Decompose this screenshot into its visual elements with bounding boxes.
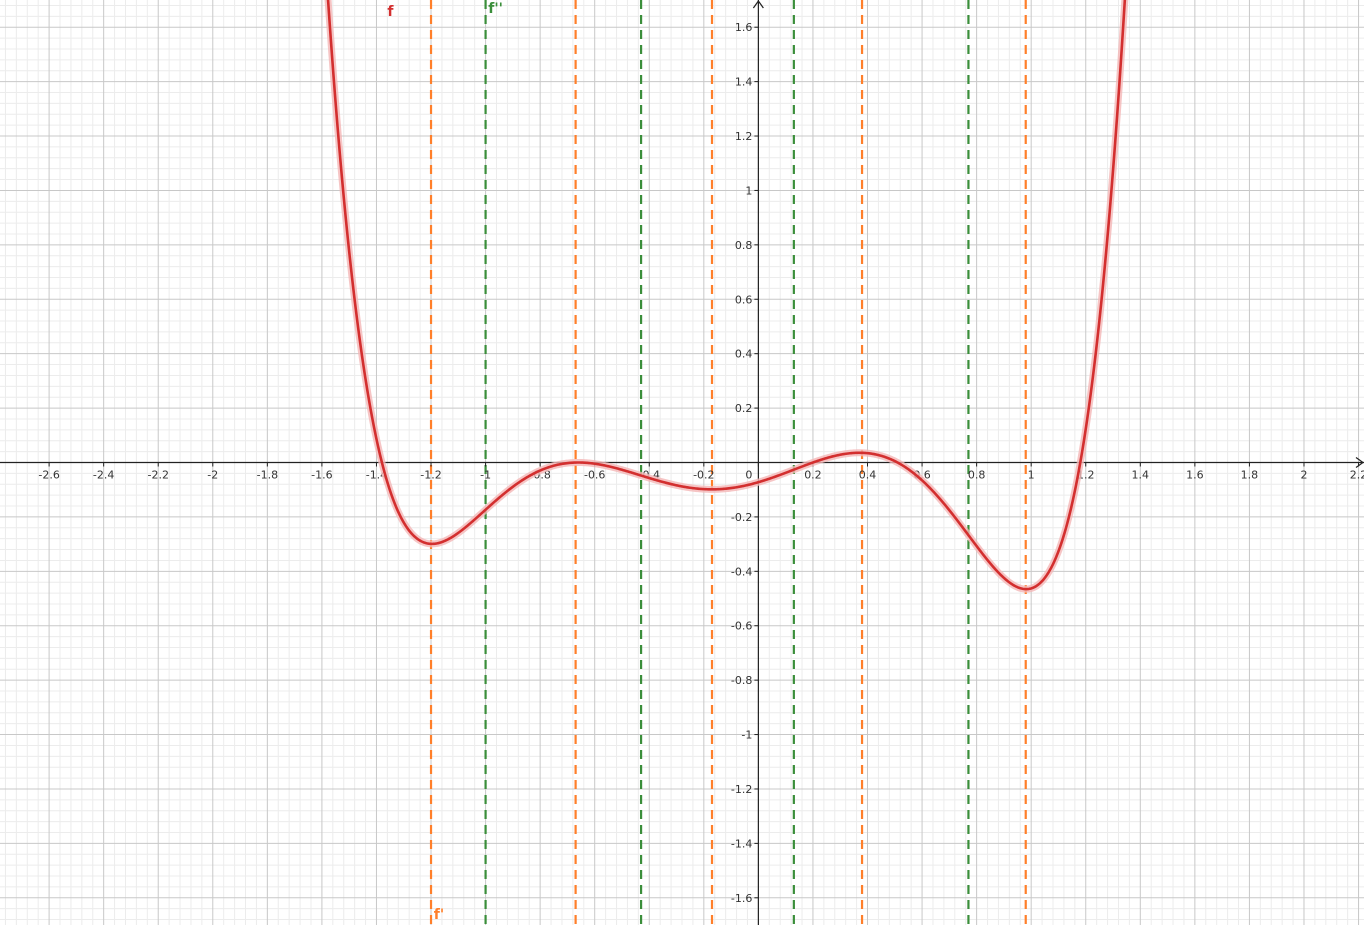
x-tick-label: 2.2 <box>1350 469 1364 482</box>
curve-labels: f' f'' f <box>387 1 503 923</box>
x-tick-label: 1.6 <box>1186 469 1204 482</box>
x-tick-label: 1 <box>1028 469 1035 482</box>
y-tick-label: 0.2 <box>735 402 753 415</box>
x-tick-label: 2 <box>1300 469 1307 482</box>
x-tick-label: 0.8 <box>968 469 986 482</box>
y-tick-label: -0.2 <box>731 511 752 524</box>
x-tick-label: -1.8 <box>257 469 278 482</box>
x-tick-label: -2.2 <box>147 469 168 482</box>
x-tick-label: -0.2 <box>693 469 714 482</box>
y-tick-label: 0.8 <box>735 239 753 252</box>
x-tick-label: -2.6 <box>38 469 59 482</box>
curve-label-f-double-prime: f'' <box>488 1 503 17</box>
x-tick-label: 0.2 <box>804 469 822 482</box>
x-tick-label: 0 <box>745 469 752 482</box>
y-tick-label: 0.6 <box>735 293 753 306</box>
y-tick-label: 0.4 <box>735 348 753 361</box>
x-tick-label: 1.8 <box>1241 469 1259 482</box>
y-tick-label: -0.8 <box>731 674 752 687</box>
y-tick-label: 1.4 <box>735 76 753 89</box>
curve-label-f-prime: f' <box>434 907 444 923</box>
y-tick-label: -1 <box>741 729 752 742</box>
y-tick-label: -0.4 <box>731 565 752 578</box>
y-tick-label: 1 <box>745 184 752 197</box>
y-tick-label: -0.6 <box>731 620 752 633</box>
x-tick-label: -1.2 <box>420 469 441 482</box>
x-tick-label: -1 <box>480 469 491 482</box>
vertical-asymptote-lines <box>429 0 1027 925</box>
y-tick-label: -1.6 <box>731 892 752 905</box>
x-tick-label: -2 <box>207 469 218 482</box>
x-tick-label: 1.4 <box>1132 469 1150 482</box>
x-tick-label: -2.4 <box>93 469 114 482</box>
x-tick-label: -1.6 <box>311 469 332 482</box>
y-tick-label: -1.4 <box>731 837 752 850</box>
y-axis-arrow-icon <box>752 0 764 9</box>
y-tick-label: -1.2 <box>731 783 752 796</box>
curve-f[interactable] <box>0 0 1364 591</box>
x-tick-label: -0.6 <box>584 469 605 482</box>
y-tick-label: 1.6 <box>735 21 753 34</box>
y-tick-label: 1.2 <box>735 130 753 143</box>
x-tick-label: 0.4 <box>859 469 877 482</box>
curve-label-f: f <box>387 4 394 20</box>
curves <box>0 0 1364 593</box>
